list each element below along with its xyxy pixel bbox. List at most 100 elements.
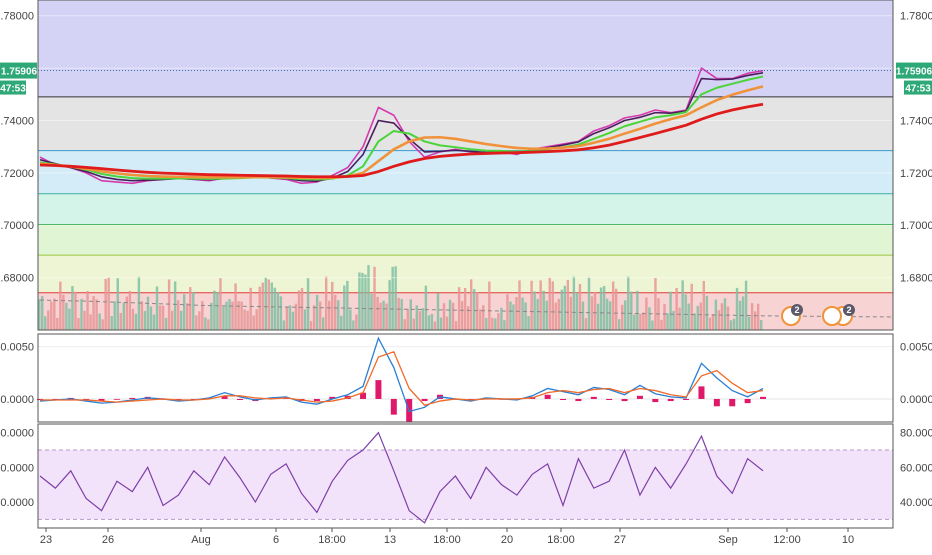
- volume-bar: [243, 309, 246, 330]
- x-tick-label: Aug: [191, 534, 211, 546]
- volume-bar: [696, 305, 699, 330]
- volume-bar: [451, 302, 455, 330]
- macd-histogram-bar: [129, 397, 136, 399]
- event-badge-count: 2: [846, 305, 851, 315]
- macd-histogram-bar: [590, 396, 597, 399]
- volume-bar: [331, 281, 334, 330]
- volume-bar: [497, 313, 500, 330]
- volume-bar: [412, 318, 416, 330]
- volume-bar: [161, 305, 165, 330]
- price-tick-label-left: 1.78000: [0, 11, 34, 23]
- price-series-lines: [38, 67, 893, 185]
- volume-bar: [279, 296, 283, 330]
- volume-bar: [605, 298, 609, 330]
- volume-bar: [361, 272, 364, 330]
- volume-bar: [702, 280, 706, 330]
- volume-bar: [334, 294, 337, 330]
- volume-bar: [270, 282, 274, 330]
- volume-bar: [370, 294, 373, 330]
- volume-bar: [569, 296, 573, 330]
- macd-histogram-bar: [360, 392, 367, 399]
- volume-bar: [421, 308, 425, 330]
- volume-bar: [340, 315, 343, 330]
- volume-bar: [267, 279, 271, 330]
- volume-bar: [382, 300, 385, 330]
- price-tick-label-right: 1.74000: [900, 115, 932, 127]
- volume-bar: [65, 302, 68, 330]
- volume-bar: [71, 286, 74, 330]
- volume-bar: [110, 316, 113, 330]
- volume-bar: [276, 292, 280, 330]
- volume-bar: [231, 301, 234, 330]
- price-tick-label-left: 1.70000: [0, 220, 34, 232]
- volume-bar: [379, 302, 382, 330]
- countdown-value-left: 47:53: [0, 84, 26, 95]
- volume-bar: [418, 311, 422, 330]
- volume-bar: [636, 290, 639, 330]
- fib-zone: [38, 0, 893, 97]
- volume-bar: [128, 291, 132, 330]
- macd-histogram-bar: [744, 398, 751, 404]
- rsi-band: [38, 450, 893, 520]
- volume-bar: [143, 310, 147, 330]
- volume-bar: [409, 299, 412, 330]
- volume-bar: [53, 298, 56, 330]
- volume-bar: [430, 314, 434, 330]
- price-tick-label-left: 1.72000: [0, 168, 34, 180]
- macd-histogram-bar: [390, 398, 397, 415]
- rsi-tick-label-right: 60.0000: [900, 462, 932, 474]
- last-price-value-right: 1.75906: [896, 67, 932, 78]
- volume-bar: [521, 297, 524, 330]
- volume-bar: [306, 278, 310, 330]
- price-tick-label-left: 1.68000: [0, 273, 34, 285]
- volume-bar: [89, 314, 92, 330]
- macd-histogram-bar: [329, 396, 336, 399]
- volume-bar: [630, 291, 633, 330]
- volume-bar: [448, 299, 452, 330]
- volume-bar: [373, 266, 376, 330]
- last-price-tag-right: [896, 62, 932, 79]
- macd-histogram-bar: [652, 398, 659, 403]
- volume-bar: [183, 294, 186, 330]
- volume-bar: [352, 320, 355, 330]
- volume-bar: [246, 310, 249, 330]
- volume-bar: [714, 299, 718, 330]
- volume-bar: [515, 297, 518, 330]
- volume-bar: [385, 303, 388, 330]
- volume-bar: [300, 288, 304, 330]
- volume-bar: [726, 306, 730, 330]
- volume-bar: [651, 320, 654, 330]
- volume-bar: [125, 296, 129, 330]
- volume-bar: [376, 296, 379, 330]
- volume-bar: [116, 278, 119, 330]
- volume-bar: [309, 321, 313, 330]
- macd-histogram-bar: [683, 398, 690, 400]
- volume-bar: [717, 310, 721, 330]
- volume-bar: [41, 296, 44, 330]
- volume-bar: [367, 265, 370, 330]
- volume-bar: [273, 287, 277, 330]
- volume-bar: [400, 299, 403, 330]
- volume-bar: [563, 285, 567, 330]
- volume-bar: [642, 312, 645, 330]
- volume-bar: [303, 309, 307, 330]
- x-tick-label: 18:00: [547, 534, 575, 546]
- volume-bar: [711, 314, 715, 330]
- volume-bar: [173, 281, 177, 330]
- price-tick-label-right: 1.78000: [900, 11, 932, 23]
- price-panel-background: [38, 0, 893, 330]
- macd-histogram-bar: [544, 394, 551, 399]
- volume-bar: [527, 316, 530, 330]
- x-tick-label: Sep: [718, 534, 738, 546]
- volume-bar: [427, 315, 431, 330]
- volume-bar: [436, 293, 440, 330]
- volume-bar: [113, 301, 116, 330]
- countdown-value-right: 47:53: [905, 84, 931, 95]
- volume-bar: [575, 292, 579, 330]
- macd-histogram-bar: [698, 386, 705, 399]
- volume-bar: [219, 278, 222, 330]
- last-price-tag-left: [0, 62, 37, 79]
